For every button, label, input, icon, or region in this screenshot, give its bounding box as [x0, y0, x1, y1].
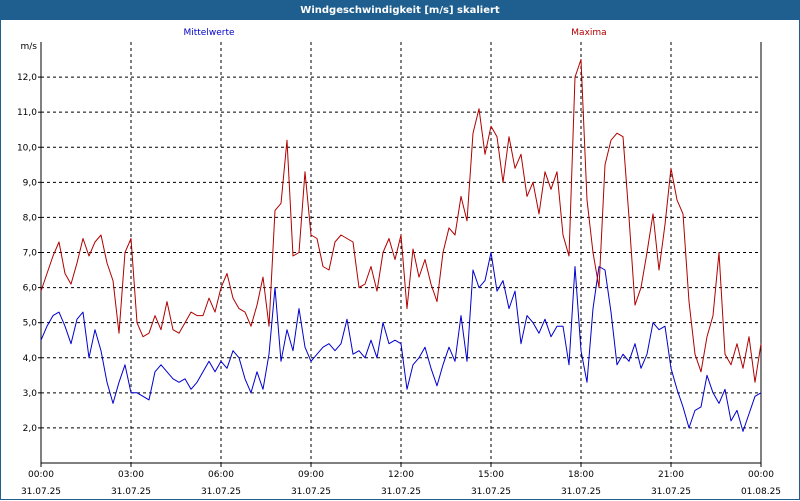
y-tick-label: 11,0 [17, 108, 37, 118]
y-tick-label: 9,0 [23, 178, 38, 188]
x-tick-date-label: 31.07.25 [651, 487, 691, 497]
x-tick-date-label: 31.07.25 [561, 487, 601, 497]
y-axis-unit-label: m/s [21, 42, 38, 52]
x-tick-date-label: 31.07.25 [21, 487, 61, 497]
legend-maxima: Maxima [571, 28, 606, 38]
x-tick-date-label: 01.08.25 [741, 487, 781, 497]
y-tick-labels: 2,0 3,0 4,0 5,0 6,0 7,0 8,0 9,0 10,0 11,0 12,0 [17, 73, 41, 434]
x-tick-time-label: 21:00 [658, 470, 684, 480]
x-tick-time-label: 06:00 [208, 470, 234, 480]
chart-title: Windgeschwindigkeit [m/s] skaliert [1, 1, 799, 20]
y-tick-label: 4,0 [23, 354, 38, 364]
x-tick-date-label: 31.07.25 [471, 487, 511, 497]
y-tick-label: 8,0 [23, 213, 38, 223]
x-tick-time-label: 15:00 [478, 470, 504, 480]
x-tick-time-label: 09:00 [298, 470, 324, 480]
series-layer [40, 59, 762, 432]
x-tick-time-label: 18:00 [568, 470, 594, 480]
x-tick-time-label: 03:00 [118, 470, 144, 480]
y-tick-label: 3,0 [23, 389, 38, 399]
y-tick-label: 6,0 [23, 284, 38, 294]
series-line-mittelwerte [40, 252, 762, 432]
series-line-maxima [40, 59, 762, 383]
y-tick-label: 10,0 [17, 143, 37, 153]
x-tick-date-label: 31.07.25 [111, 487, 151, 497]
x-tick-date-label: 31.07.25 [291, 487, 331, 497]
y-tick-label: 12,0 [17, 73, 37, 83]
x-tick-labels: 00:00 31.07.25 03:00 31.07.25 06:00 31.07.25 0… [21, 463, 781, 497]
x-tick-time-label: 12:00 [388, 470, 414, 480]
x-tick-date-label: 31.07.25 [381, 487, 421, 497]
grid-layer [41, 42, 761, 463]
x-tick-time-label: 00:00 [28, 470, 54, 480]
y-tick-label: 7,0 [23, 249, 38, 259]
y-tick-label: 2,0 [23, 424, 38, 434]
legend-mittelwerte: Mittelwerte [183, 28, 234, 38]
x-tick-time-label: 00:00 [748, 470, 774, 480]
y-tick-label: 5,0 [23, 319, 38, 329]
x-tick-date-label: 31.07.25 [201, 487, 241, 497]
